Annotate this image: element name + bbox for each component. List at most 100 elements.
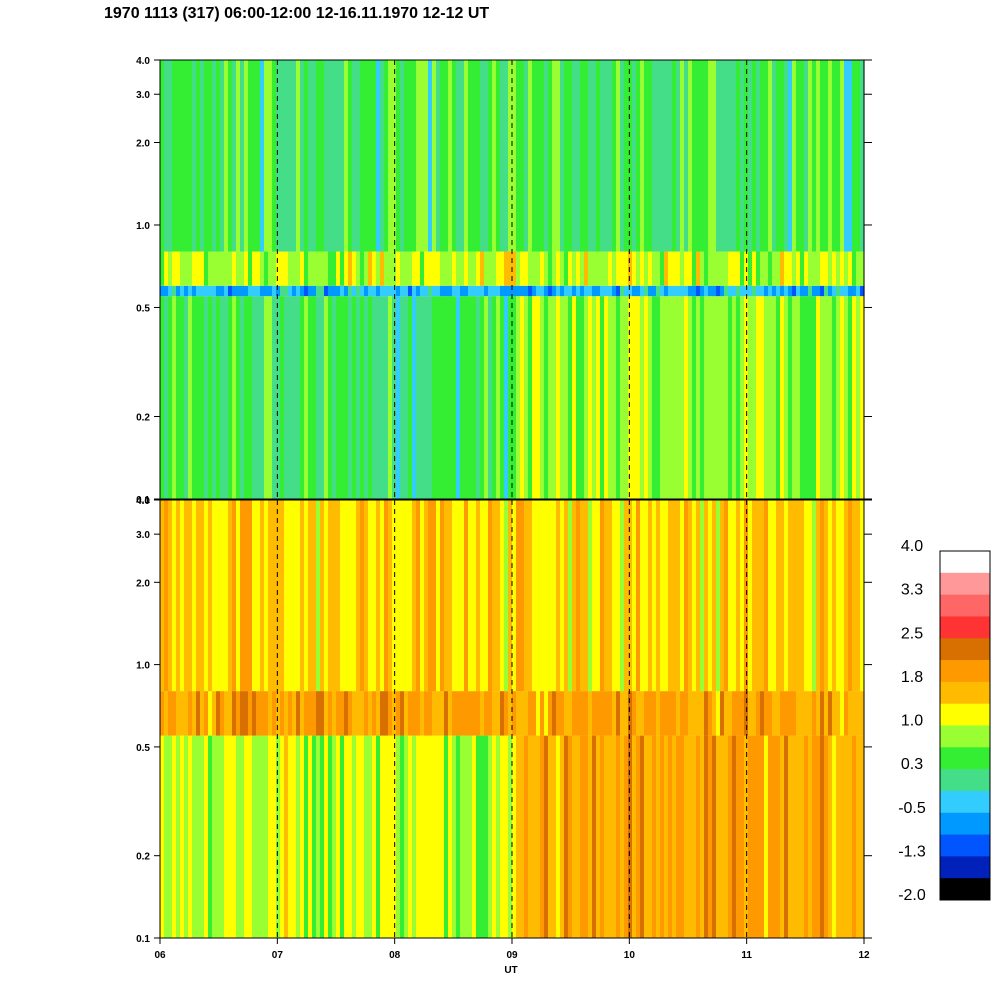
spectrogram-cell	[652, 296, 657, 499]
spectrogram-cell	[812, 251, 817, 286]
spectrogram-cell	[684, 60, 689, 252]
spectrogram-cell	[440, 691, 445, 736]
spectrogram-cell	[272, 251, 277, 286]
spectrogram-cell	[456, 251, 461, 286]
spectrogram-cell	[828, 285, 833, 297]
spectrogram-cell	[256, 735, 261, 938]
spectrogram-cell	[748, 296, 753, 499]
spectrogram-cell	[696, 500, 701, 692]
spectrogram-cell	[192, 691, 197, 736]
spectrogram-cell	[532, 60, 537, 252]
spectrogram-cell	[772, 296, 777, 499]
x-tick-label: 07	[272, 950, 284, 961]
spectrogram-cell	[820, 251, 825, 286]
spectrogram-cell	[564, 296, 569, 499]
spectrogram-cell	[452, 251, 457, 286]
spectrogram-cell	[524, 60, 529, 252]
spectrogram-cell	[588, 285, 593, 297]
spectrogram-cell	[352, 735, 357, 938]
spectrogram-cell	[572, 60, 577, 252]
spectrogram-cell	[800, 500, 805, 692]
spectrogram-cell	[508, 60, 513, 252]
spectrogram-cell	[396, 251, 401, 286]
spectrogram-cell	[444, 296, 449, 499]
spectrogram-cell	[552, 60, 557, 252]
spectrogram-cell	[692, 500, 697, 692]
spectrogram-cell	[244, 500, 249, 692]
colorbar-swatch	[940, 703, 990, 726]
spectrogram-cell	[788, 285, 793, 297]
spectrogram-cell	[860, 251, 865, 286]
spectrogram-cell	[756, 735, 761, 938]
spectrogram-cell	[288, 251, 293, 286]
spectrogram-cell	[712, 296, 717, 499]
spectrogram-cell	[848, 500, 853, 692]
spectrogram-cell	[828, 691, 833, 736]
spectrogram-cell	[436, 60, 441, 252]
spectrogram-cell	[836, 500, 841, 692]
spectrogram-cell	[516, 285, 521, 297]
spectrogram-cell	[208, 735, 213, 938]
spectrogram-cell	[860, 285, 865, 297]
spectrogram-cell	[196, 251, 201, 286]
spectrogram-cell	[480, 735, 485, 938]
spectrogram-cell	[716, 251, 721, 286]
spectrogram-cell	[168, 60, 173, 252]
spectrogram-cell	[380, 285, 385, 297]
spectrogram-cell	[348, 735, 353, 938]
y-tick-label: 0.5	[136, 743, 150, 754]
spectrogram-cell	[364, 285, 369, 297]
spectrogram-cell	[728, 500, 733, 692]
spectrogram-cell	[460, 500, 465, 692]
spectrogram-cell	[492, 735, 497, 938]
spectrogram-cell	[304, 60, 309, 252]
spectrogram-cell	[588, 735, 593, 938]
x-tick-label: 08	[389, 950, 401, 961]
spectrogram-cell	[516, 60, 521, 252]
spectrogram-cell	[824, 60, 829, 252]
colorbar-swatch	[940, 878, 990, 901]
spectrogram-cell	[396, 60, 401, 252]
spectrogram-cell	[656, 735, 661, 938]
spectrogram-cell	[288, 296, 293, 499]
spectrogram-cell	[416, 500, 421, 692]
spectrogram-cell	[500, 735, 505, 938]
spectrogram-cell	[860, 500, 865, 692]
spectrogram-cell	[372, 251, 377, 286]
spectrogram-cell	[496, 285, 501, 297]
spectrogram-cell	[848, 285, 853, 297]
spectrogram-cell	[540, 296, 545, 499]
spectrogram-cell	[244, 251, 249, 286]
spectrogram-cell	[600, 500, 605, 692]
spectrogram-cell	[336, 251, 341, 286]
colorbar-label: -2.0	[898, 887, 926, 904]
spectrogram-cell	[664, 735, 669, 938]
spectrogram-cell	[332, 285, 337, 297]
spectrogram-cell	[360, 251, 365, 286]
spectrogram-cell	[276, 691, 281, 736]
spectrogram-cell	[692, 691, 697, 736]
spectrogram-cell	[408, 735, 413, 938]
spectrogram-cell	[372, 285, 377, 297]
spectrogram-cell	[688, 691, 693, 736]
spectrogram-cell	[652, 251, 657, 286]
spectrogram-cell	[520, 500, 525, 692]
spectrogram-cell	[600, 691, 605, 736]
spectrogram-cell	[824, 285, 829, 297]
spectrogram-cell	[652, 285, 657, 297]
spectrogram-cell	[464, 500, 469, 692]
spectrogram-cell	[560, 296, 565, 499]
spectrogram-cell	[744, 285, 749, 297]
spectrogram-cell	[676, 251, 681, 286]
spectrogram-cell	[476, 285, 481, 297]
spectrogram-cell	[260, 691, 265, 736]
spectrogram-cell	[192, 500, 197, 692]
spectrogram-cell	[208, 60, 213, 252]
spectrogram-cell	[552, 285, 557, 297]
spectrogram-cell	[316, 285, 321, 297]
spectrogram-cell	[212, 691, 217, 736]
spectrogram-cell	[340, 691, 345, 736]
spectrogram-cell	[736, 285, 741, 297]
spectrogram-cell	[252, 285, 257, 297]
y-tick-label: 4.0	[136, 496, 150, 507]
